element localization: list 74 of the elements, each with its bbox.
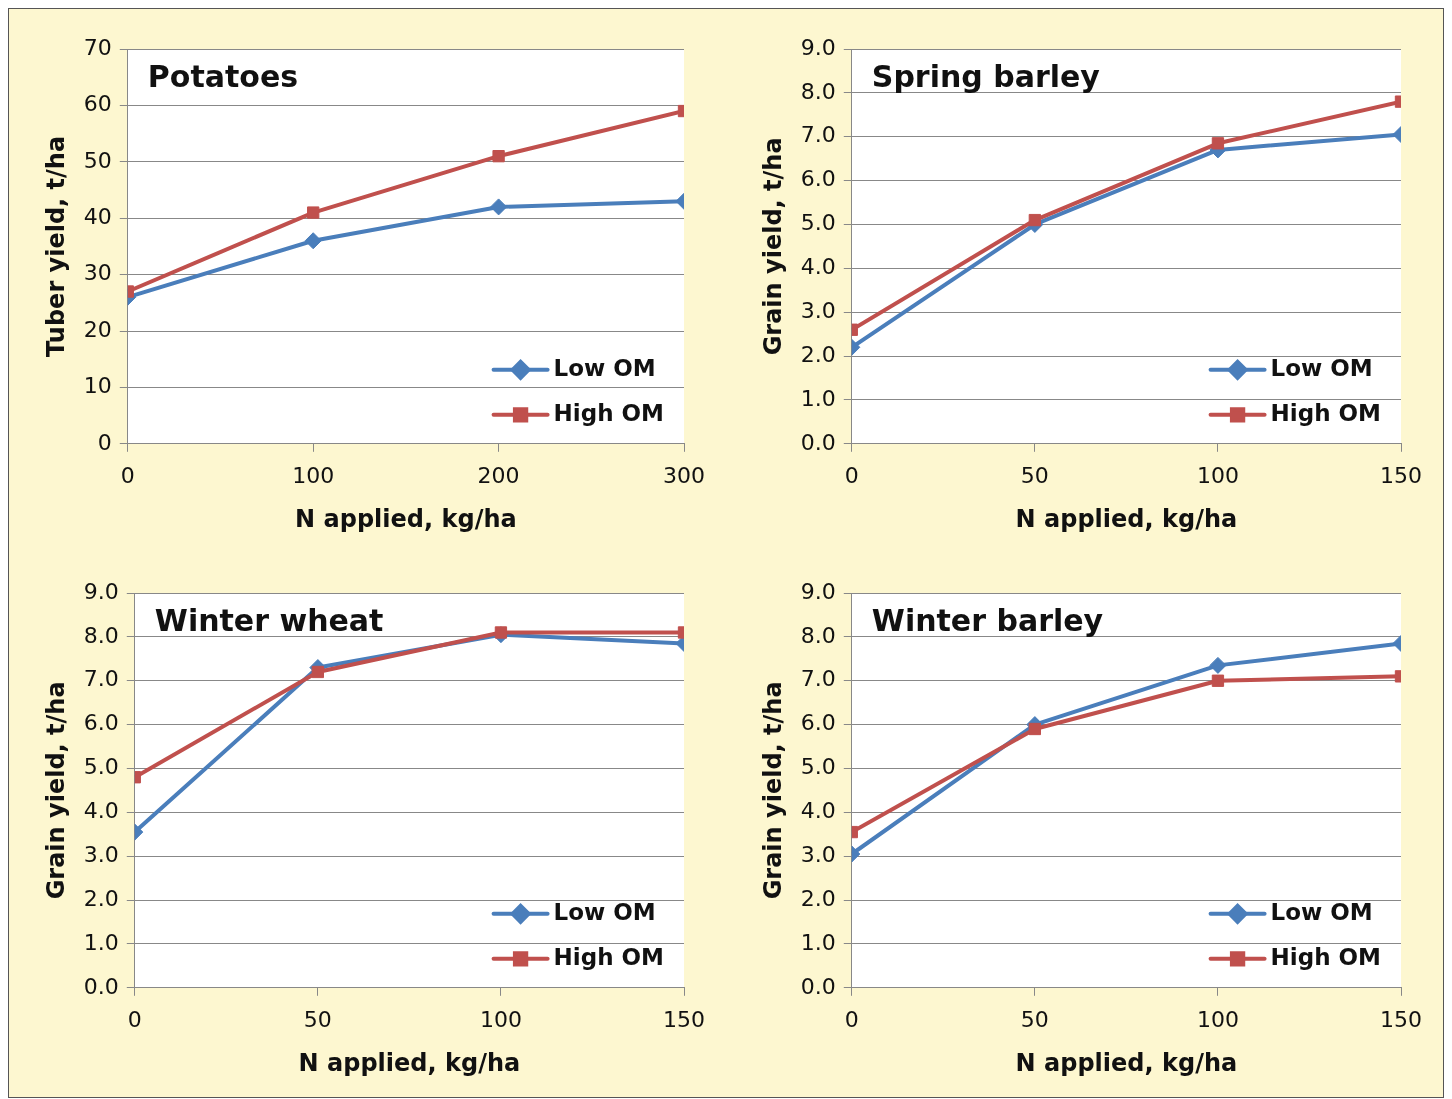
y-tick-label: 3.0 [800,841,836,867]
x-tick-label: 150 [663,1006,705,1032]
y-tick-label: 8.0 [800,78,836,104]
legend-label: Low OM [553,354,656,381]
x-axis-title: N applied, kg/ha [295,504,517,533]
x-tick-label: 200 [477,462,520,488]
y-tick-label: 50 [83,147,112,173]
y-axis-title: Grain yield, t/ha [41,681,70,900]
y-tick-label: 2.0 [83,885,119,911]
y-tick-label: 0.0 [800,429,836,455]
x-axis-title: N applied, kg/ha [1015,504,1238,533]
y-tick-label: 4.0 [800,798,836,824]
y-tick-label: 20 [83,316,112,342]
y-tick-label: 0.0 [800,973,836,999]
chart-title: Winter wheat [154,603,384,638]
y-tick-label: 6.0 [800,166,836,192]
chart-title: Potatoes [147,59,299,94]
legend-label: High OM [1270,943,1381,970]
x-tick-label: 50 [303,1006,332,1032]
x-tick-label: 300 [663,462,705,488]
y-tick-label: 7.0 [800,666,836,692]
y-axis-title: Grain yield, t/ha [758,137,787,356]
x-tick-label: 150 [1380,462,1422,488]
y-tick-label: 2.0 [800,885,836,911]
y-tick-label: 3.0 [83,841,119,867]
y-tick-label: 2.0 [800,341,836,367]
y-tick-label: 9.0 [83,578,119,604]
y-tick-label: 1.0 [800,929,836,955]
y-tick-label: 4.0 [83,798,119,824]
y-tick-label: 70 [83,34,112,60]
x-tick-label: 100 [1196,1006,1239,1032]
y-tick-label: 6.0 [800,710,836,736]
x-axis-title: N applied, kg/ha [1015,1048,1238,1077]
y-tick-label: 1.0 [83,929,119,955]
x-tick-label: 100 [479,1006,522,1032]
y-tick-label: 3.0 [800,297,836,323]
x-tick-label: 50 [1020,462,1049,488]
y-tick-label: 7.0 [800,122,836,148]
y-tick-label: 9.0 [800,578,836,604]
legend-label: High OM [553,943,664,970]
y-tick-label: 6.0 [83,710,119,736]
x-axis-title: N applied, kg/ha [298,1048,521,1077]
legend-label: Low OM [1270,898,1373,925]
y-tick-label: 5.0 [83,754,119,780]
y-tick-label: 8.0 [83,622,119,648]
x-tick-label: 100 [292,462,335,488]
y-axis-title: Grain yield, t/ha [758,681,787,900]
y-tick-label: 8.0 [800,622,836,648]
y-tick-label: 1.0 [800,385,836,411]
y-tick-label: 5.0 [800,210,836,236]
legend-label: Low OM [553,898,656,925]
y-axis-title: Tuber yield, t/ha [41,135,70,357]
y-tick-label: 10 [83,373,112,399]
y-tick-label: 0 [97,429,112,455]
chart-title: Winter barley [871,603,1104,638]
x-tick-label: 0 [127,1006,142,1032]
legend-label: Low OM [1270,354,1373,381]
y-tick-label: 4.0 [800,254,836,280]
y-tick-label: 60 [83,91,112,117]
x-tick-label: 100 [1196,462,1239,488]
y-tick-label: 30 [83,260,112,286]
chart-title: Spring barley [871,59,1101,94]
y-tick-label: 0.0 [83,973,119,999]
x-tick-label: 0 [844,462,859,488]
legend-label: High OM [1270,399,1381,426]
y-tick-label: 5.0 [800,754,836,780]
x-tick-label: 0 [844,1006,859,1032]
x-tick-label: 50 [1020,1006,1049,1032]
y-tick-label: 7.0 [83,666,119,692]
y-tick-label: 40 [83,203,112,229]
x-tick-label: 150 [1380,1006,1422,1032]
y-tick-label: 9.0 [800,34,836,60]
x-tick-label: 0 [120,462,135,488]
legend-label: High OM [553,399,664,426]
